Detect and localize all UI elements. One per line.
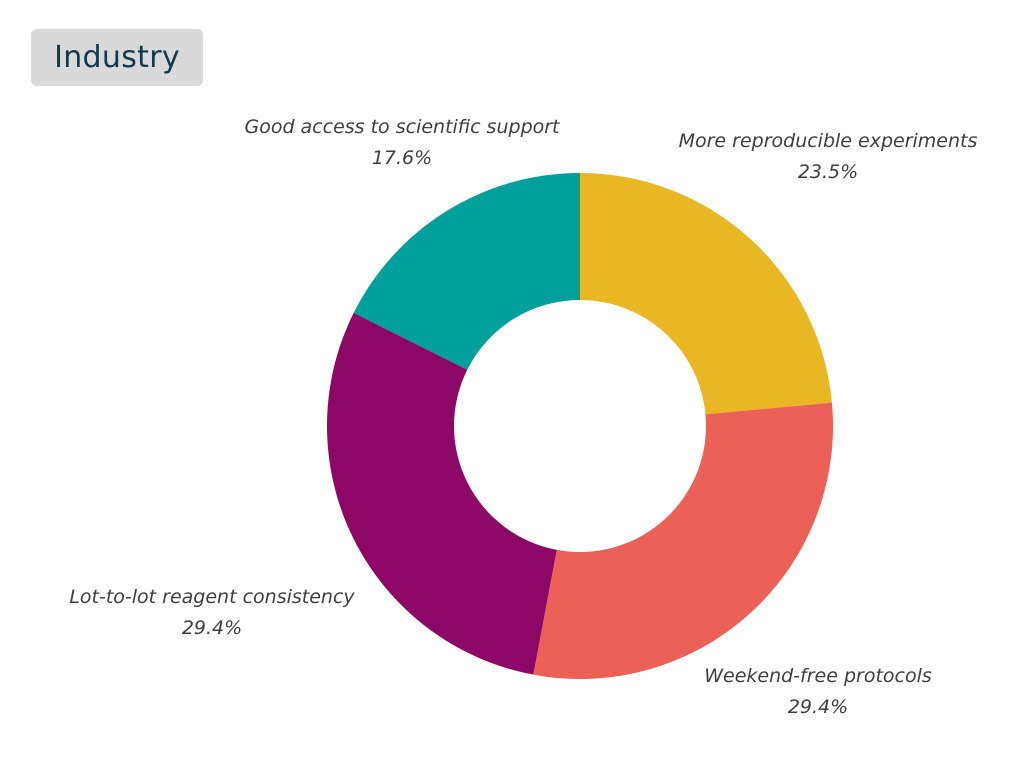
slice-label-4: Good access to scientific support (244, 116, 561, 138)
slice-percent-1: 23.5% (798, 161, 858, 183)
slice-label-2: Weekend-free protocols (704, 665, 932, 687)
slice-percent-4: 17.6% (372, 147, 432, 169)
slice-percent-3: 29.4% (182, 617, 242, 639)
chart-title-badge: Industry (31, 29, 203, 86)
donut-slice-2 (533, 402, 833, 680)
donut-slice-4 (353, 173, 580, 370)
donut-slice-3 (327, 312, 557, 675)
donut-slice-1 (580, 173, 832, 415)
chart-title: Industry (54, 40, 180, 75)
slice-label-1: More reproducible experiments (679, 130, 978, 152)
slice-label-3: Lot-to-lot reagent consistency (69, 586, 355, 608)
slice-percent-2: 29.4% (788, 696, 848, 718)
